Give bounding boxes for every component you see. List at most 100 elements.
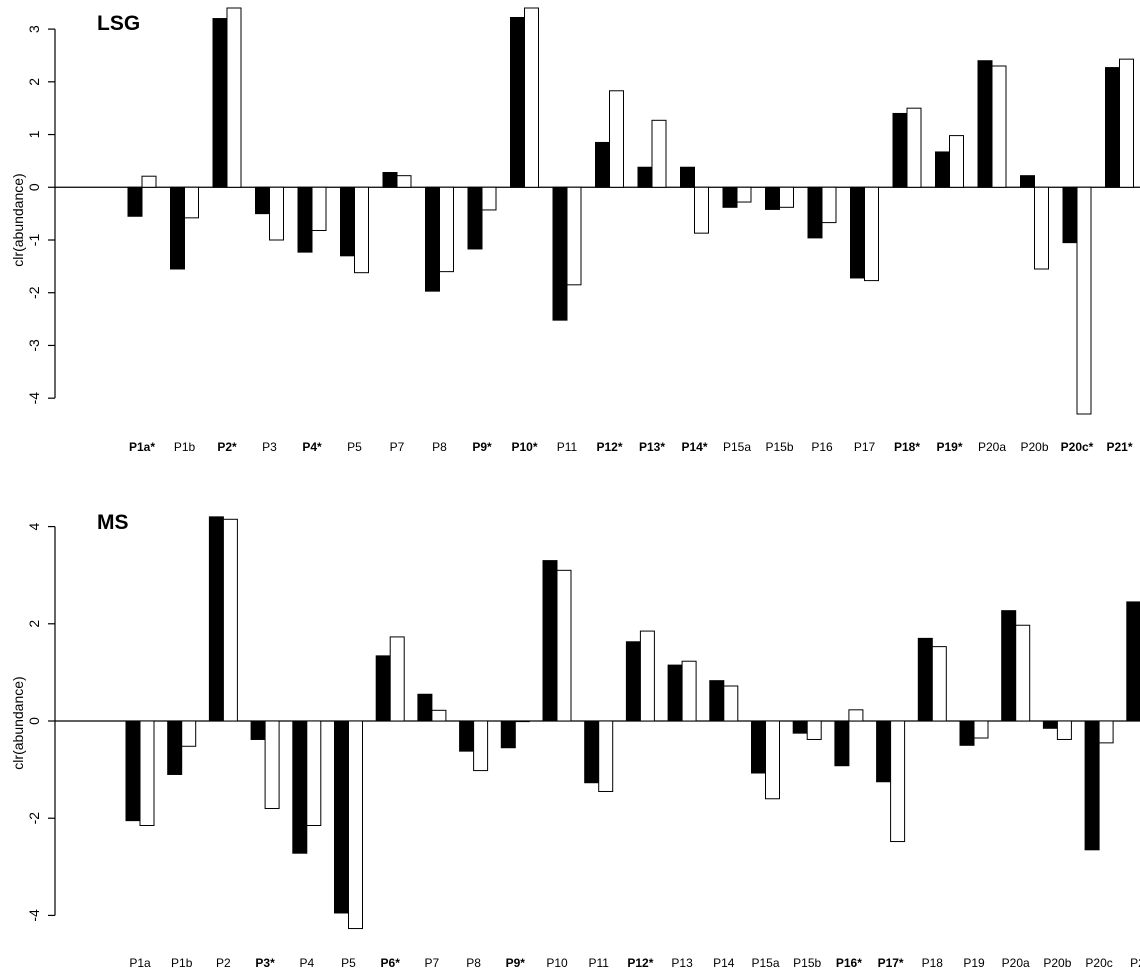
lsg-bar-P4-s2 (311, 186, 327, 232)
lsg-bar-P12-s2 (609, 90, 624, 188)
lsg-bar-P17-s2 (864, 186, 879, 282)
ms-bar-P4-s1 (292, 720, 308, 854)
ms-bar-P18-s2 (931, 646, 947, 722)
ms-bar-P12-s2 (639, 630, 655, 722)
lsg-y-tick-label-1: -3 (26, 339, 42, 352)
ms-bar-P4-s2 (306, 720, 322, 826)
ms-x-tick-label-P17: P17* (878, 956, 904, 970)
ms-bar-P2-s2 (222, 518, 238, 722)
ms-x-tick-label-P18: P18 (922, 956, 944, 970)
ms-bar-P18-s1 (917, 637, 933, 722)
ms-bar-P7-s1 (417, 693, 433, 722)
ms-x-tick-label-P1b: P1b (171, 956, 193, 970)
ms-bar-P1b-s1 (167, 720, 183, 775)
lsg-x-tick-label-P16: P16 (811, 440, 833, 454)
lsg-x-tick-label-P2: P2* (217, 440, 237, 454)
ms-y-tick-label-3: 2 (26, 620, 42, 628)
ms-x-tick-label-P20b: P20b (1043, 956, 1071, 970)
lsg-x-tick-label-P12: P12* (596, 440, 622, 454)
ms-x-tick-label-P15a: P15a (751, 956, 779, 970)
lsg-x-tick-label-P4: P4* (302, 440, 322, 454)
lsg-bar-P9-s2 (481, 186, 497, 211)
lsg-bar-P21-s1 (1105, 67, 1120, 188)
lsg-y-tick-label-6: 2 (26, 78, 42, 86)
lsg-bar-P10-s1 (510, 16, 525, 188)
lsg-bar-P2-s2 (226, 7, 242, 188)
lsg-bar-P8-s1 (425, 186, 440, 292)
lsg-x-tick-label-P17: P17 (854, 440, 876, 454)
lsg-bar-P3-s2 (269, 186, 284, 241)
lsg-x-tick-label-P3: P3 (262, 440, 277, 454)
ms-bar-P21-s1 (1126, 601, 1140, 722)
lsg-bar-P14-s2 (694, 186, 709, 234)
lsg-x-tick-label-P5: P5 (347, 440, 362, 454)
lsg-x-tick-label-P20a: P20a (978, 440, 1006, 454)
lsg-bar-P15b-s1 (765, 186, 780, 210)
ms-bar-P16-s1 (834, 720, 850, 767)
lsg-bar-P8-s2 (439, 186, 454, 273)
lsg-y-tick-label-5: 1 (26, 130, 42, 138)
ms-x-tick-label-P21: P21 (1130, 956, 1140, 970)
lsg-bar-P19-s2 (949, 135, 964, 188)
ms-x-tick-label-P8: P8 (466, 956, 481, 970)
ms-x-tick-label-P5: P5 (341, 956, 356, 970)
lsg-bar-P11-s2 (566, 186, 582, 286)
ms-bar-P14-s2 (723, 685, 739, 722)
ms-x-tick-label-P11: P11 (588, 956, 609, 970)
lsg-panel: LSG clr(abundance) -4 -3 -2 -1 0 1 2 3 P1a* P1b P2… (10, 7, 1140, 454)
ms-bar-P13-s2 (681, 660, 697, 722)
ms-bar-P14-s1 (709, 680, 725, 722)
lsg-x-tick-label-P15b: P15b (765, 440, 793, 454)
ms-x-tick-label-P16: P16* (836, 956, 862, 970)
lsg-y-tick-label-7: 3 (26, 25, 42, 33)
lsg-y-axis-label: clr(abundance) (10, 173, 26, 266)
ms-x-tick-label-P14: P14 (713, 956, 735, 970)
ms-y-tick-label-0: -4 (26, 909, 42, 922)
lsg-bar-P17-s1 (850, 186, 865, 279)
ms-bar-P15b-s2 (806, 720, 822, 740)
ms-bar-P10-s2 (556, 569, 572, 722)
lsg-x-tick-label-P15a: P15a (723, 440, 751, 454)
ms-bar-P20b-s2 (1056, 720, 1072, 740)
ms-bar-P11-s1 (584, 720, 600, 784)
lsg-x-tick-label-P18: P18* (894, 440, 920, 454)
ms-bar-P2-s1 (208, 516, 224, 722)
lsg-x-tick-label-P9: P9* (472, 440, 492, 454)
ms-bar-P19-s1 (959, 720, 975, 746)
lsg-bar-P1a-s1 (127, 186, 143, 217)
ms-bar-P19-s2 (973, 720, 989, 739)
lsg-x-tick-label-P8: P8 (432, 440, 447, 454)
ms-bar-P20c-s1 (1084, 720, 1100, 851)
lsg-bar-P5-s1 (340, 186, 355, 257)
lsg-bar-P15a-s1 (722, 186, 738, 208)
ms-bar-P20c-s2 (1098, 720, 1114, 744)
ms-bar-P5-s2 (348, 720, 363, 930)
lsg-bar-P2-s1 (212, 18, 228, 188)
lsg-bar-P21-s2 (1119, 58, 1134, 188)
lsg-panel-title: LSG (97, 12, 140, 35)
ms-x-tick-label-P1a: P1a (129, 956, 151, 970)
ms-x-tick-label-P7: P7 (425, 956, 440, 970)
lsg-bar-P15a-s2 (736, 186, 752, 203)
lsg-x-tick-label-P20c: P20c* (1061, 440, 1094, 454)
ms-bar-P10-s1 (542, 560, 558, 722)
ms-bar-P6-s1 (375, 655, 391, 722)
lsg-bar-P20a-s2 (991, 65, 1007, 188)
lsg-bar-P1b-s2 (184, 186, 199, 219)
lsg-bar-P1a-s2 (141, 175, 157, 188)
lsg-bar-P12-s1 (595, 141, 610, 188)
ms-x-tick-label-P20a: P20a (1002, 956, 1030, 970)
lsg-y-tick-label-2: -2 (26, 286, 42, 299)
lsg-x-tick-label-P1b: P1b (174, 440, 196, 454)
ms-bar-P1a-s2 (139, 720, 155, 826)
lsg-bar-P20c-s2 (1076, 186, 1092, 415)
lsg-bar-P13-s1 (637, 166, 653, 188)
ms-x-tick-label-P2: P2 (216, 956, 231, 970)
ms-x-tick-label-P9: P9* (506, 956, 526, 970)
ms-y-axis-label: clr(abundance) (10, 676, 26, 769)
lsg-bar-P1b-s1 (170, 186, 185, 270)
lsg-x-tick-label-P13: P13* (639, 440, 665, 454)
ms-bar-P20a-s2 (1015, 624, 1031, 722)
lsg-x-tick-label-P11: P11 (557, 440, 578, 454)
